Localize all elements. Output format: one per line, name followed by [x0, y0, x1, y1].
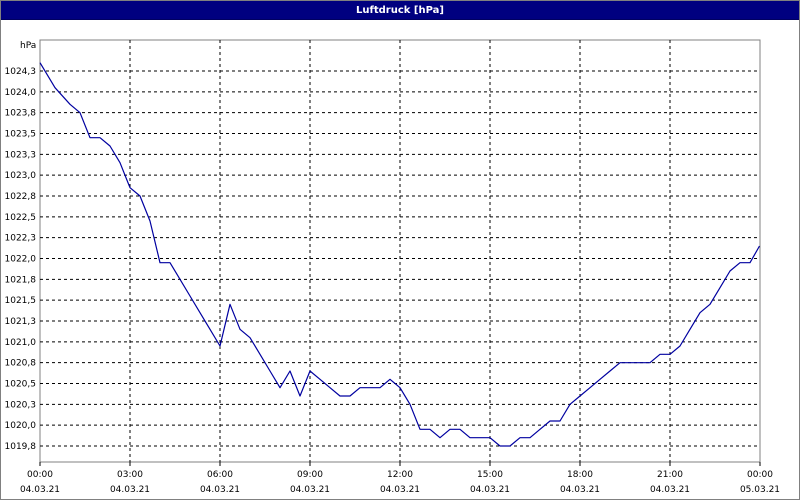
y-tick-label: 1022,5 — [5, 213, 37, 223]
pressure-series-line — [39, 62, 761, 447]
y-tick-label: 1020,5 — [5, 380, 37, 390]
x-tick-date: 04.03.21 — [560, 485, 600, 495]
y-tick-label: 1019,8 — [5, 442, 37, 452]
x-tick-date: 05.03.21 — [740, 485, 780, 495]
y-tick-label: 1021,8 — [5, 275, 37, 285]
window-title: Luftdruck [hPa] — [1, 1, 799, 20]
y-tick-label: 1022,3 — [5, 234, 37, 244]
y-tick-label: 1020,0 — [5, 421, 37, 431]
x-tick-date: 04.03.21 — [20, 485, 60, 495]
y-tick-label: 1023,8 — [5, 109, 37, 119]
y-tick-label: 1023,3 — [5, 150, 37, 160]
x-tick-time: 15:00 — [477, 470, 503, 480]
x-tick-time: 03:00 — [117, 470, 143, 480]
x-tick-time: 00:00 — [747, 470, 773, 480]
y-tick-label: 1023,0 — [5, 171, 37, 181]
y-tick-label: 1021,5 — [5, 296, 37, 306]
y-tick-label: 1020,8 — [5, 359, 37, 369]
y-tick-label: 1021,3 — [5, 317, 37, 327]
x-tick-date: 04.03.21 — [470, 485, 510, 495]
x-tick-date: 04.03.21 — [200, 485, 240, 495]
y-tick-label: 1022,8 — [5, 192, 37, 202]
y-tick-label: 1020,3 — [5, 400, 37, 410]
y-tick-label: 1024,0 — [5, 88, 37, 98]
x-tick-time: 12:00 — [387, 470, 413, 480]
x-tick-date: 04.03.21 — [110, 485, 150, 495]
x-tick-time: 06:00 — [207, 470, 233, 480]
y-tick-label: 1023,5 — [5, 130, 37, 140]
x-tick-date: 04.03.21 — [380, 485, 420, 495]
y-tick-label: 1024,3 — [5, 67, 37, 77]
y-tick-label: 1022,0 — [5, 255, 37, 265]
x-tick-time: 18:00 — [567, 470, 593, 480]
x-tick-date: 04.03.21 — [290, 485, 330, 495]
x-tick-date: 04.03.21 — [650, 485, 690, 495]
x-tick-time: 00:00 — [27, 470, 53, 480]
x-tick-time: 21:00 — [657, 470, 683, 480]
y-tick-label: 1021,0 — [5, 338, 37, 348]
y-axis-unit-label: hPa — [20, 41, 36, 51]
x-tick-time: 09:00 — [297, 470, 323, 480]
